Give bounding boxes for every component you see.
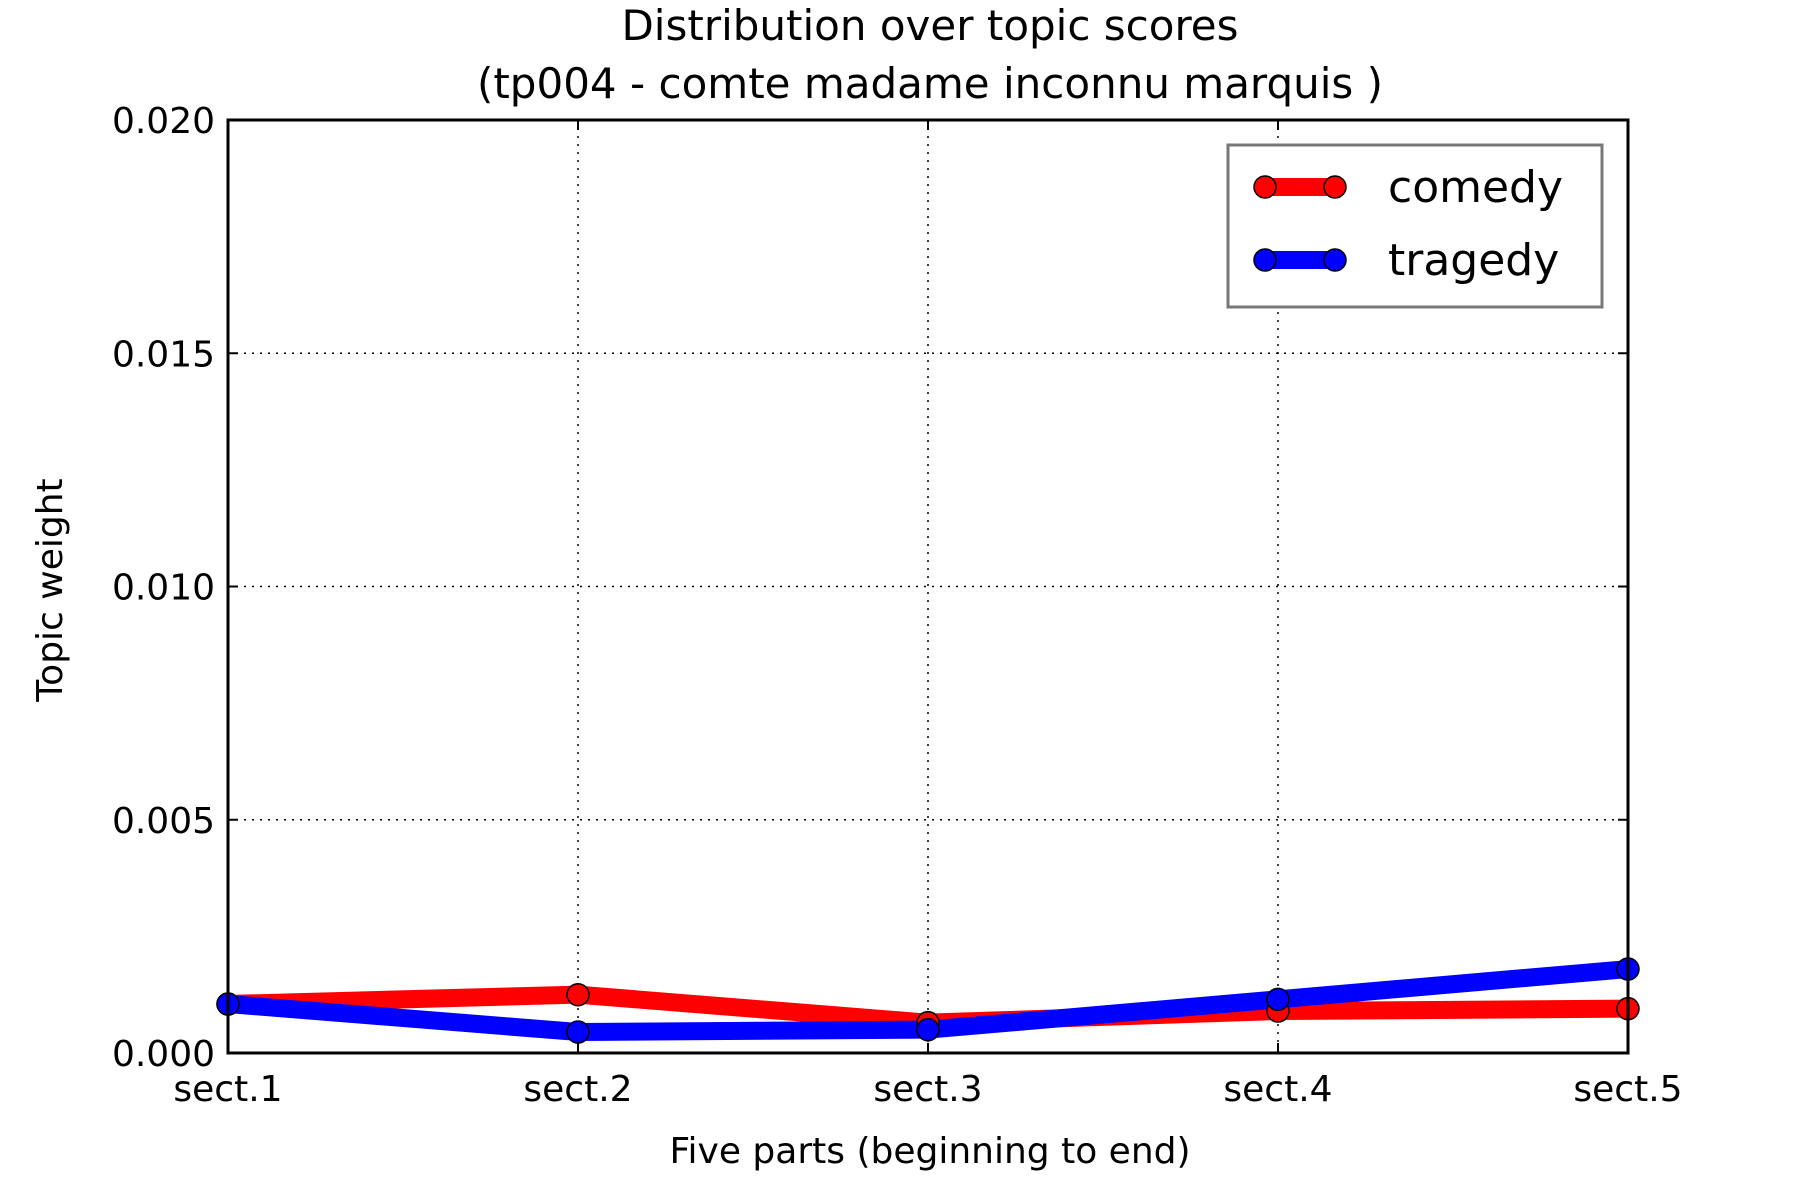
- y-tick-label: 0.000: [112, 1034, 215, 1075]
- y-tick-label: 0.005: [112, 801, 215, 842]
- legend-box: [1226, 143, 1604, 309]
- x-tick-label: sect.3: [873, 1069, 982, 1110]
- series-lines: [216, 957, 1640, 1044]
- x-tick-label: sect.4: [1223, 1069, 1332, 1110]
- grid-lines: [228, 120, 1628, 1053]
- legend-marker-comedy: [1253, 175, 1277, 199]
- x-tick-label: sect.1: [173, 1069, 282, 1110]
- chart-subtitle: (tp004 - comte madame inconnu marquis ): [477, 59, 1383, 108]
- legend: comedy tragedy: [1226, 143, 1604, 309]
- legend-label-comedy: comedy: [1388, 162, 1563, 213]
- data-point-tragedy: [916, 1017, 940, 1042]
- x-tick-label: sect.5: [1573, 1069, 1682, 1110]
- x-axis-label: Five parts (beginning to end): [669, 1131, 1190, 1172]
- chart-title: Distribution over topic scores: [621, 1, 1238, 50]
- tick-labels: sect.1 sect.2 sect.3 sect.4 sect.5 0.000 0.005…: [112, 101, 1683, 1110]
- y-tick-label: 0.010: [112, 568, 215, 609]
- data-point-tragedy: [566, 1020, 590, 1044]
- x-tick-label: sect.2: [523, 1069, 632, 1110]
- axes: [226, 118, 1630, 1055]
- legend-marker-tragedy: [1323, 248, 1347, 272]
- data-point-comedy: [566, 982, 590, 1007]
- data-point-tragedy: [1266, 987, 1290, 1012]
- y-axis-label: Topic weight: [30, 478, 71, 702]
- legend-marker-comedy: [1323, 175, 1347, 199]
- legend-label-tragedy: tragedy: [1388, 235, 1559, 286]
- y-tick-label: 0.020: [112, 101, 215, 142]
- y-tick-label: 0.015: [112, 334, 215, 375]
- legend-marker-tragedy: [1253, 248, 1277, 272]
